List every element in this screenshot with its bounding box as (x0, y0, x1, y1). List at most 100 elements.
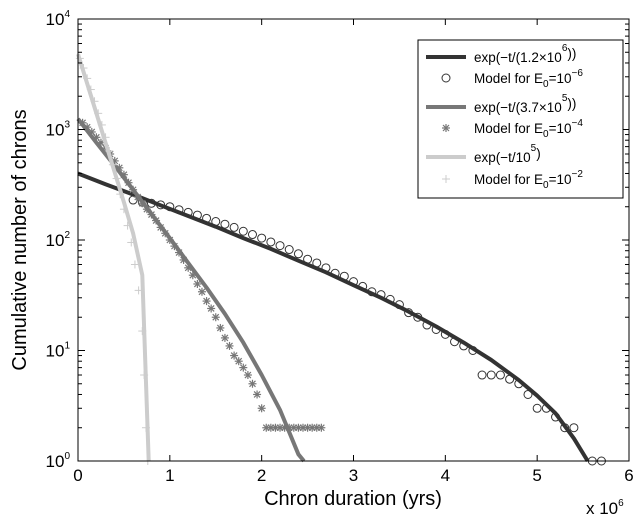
y-tick-base: 10 (46, 452, 65, 471)
legend-tail: =10 (549, 172, 572, 187)
circle-marker (431, 324, 441, 334)
legend-star-sample (442, 124, 450, 132)
star-marker (216, 323, 225, 332)
legend-tail: ) (536, 146, 541, 161)
series-points-1 (128, 195, 606, 466)
star-d2 (226, 342, 233, 350)
star-d2 (152, 217, 160, 224)
star-d2 (203, 297, 210, 305)
circle-marker (321, 263, 331, 273)
star-marker (207, 304, 216, 313)
star-marker (129, 185, 138, 194)
circle-marker (569, 423, 579, 433)
series-line-2 (76, 117, 306, 463)
series-line-4 (76, 53, 151, 462)
star-d2 (189, 271, 197, 279)
y-tick-base: 10 (46, 121, 65, 140)
y-tick-label: 104 (46, 9, 71, 29)
star-d2 (442, 124, 450, 132)
x-tick-label: 3 (349, 466, 358, 485)
star-d2 (134, 193, 142, 201)
star-d2 (129, 186, 137, 194)
star-d2 (125, 179, 132, 187)
circle-marker (422, 320, 432, 330)
plus-marker (112, 174, 121, 183)
star-marker (317, 423, 326, 432)
circle-marker (211, 217, 221, 227)
circle-marker (495, 370, 505, 380)
star-d2 (221, 334, 229, 342)
star-marker (170, 242, 179, 251)
y-tick-exponent: 2 (64, 230, 70, 241)
circle-marker (367, 287, 377, 297)
circle-marker (376, 290, 386, 300)
star-marker (202, 297, 211, 306)
circle-marker (349, 277, 358, 287)
plus-marker (86, 85, 95, 94)
circle-marker (440, 329, 450, 339)
star-d2 (175, 249, 183, 256)
circle-marker (220, 219, 230, 229)
circle-marker (183, 207, 193, 217)
star-d2 (79, 119, 87, 127)
legend-sub: 0 (543, 129, 549, 140)
circle-marker (450, 337, 460, 347)
star-marker (243, 371, 252, 380)
series-points-5 (75, 54, 152, 465)
y-tick-exponent: 1 (64, 341, 70, 352)
legend-tail: =10 (549, 71, 572, 86)
star-d2 (198, 288, 206, 296)
circle-marker (468, 346, 478, 355)
star-marker (156, 223, 165, 232)
star-d2 (235, 357, 243, 365)
star-d2 (148, 211, 155, 218)
plus-marker (140, 371, 149, 380)
star-marker (119, 170, 128, 179)
y-tick-base: 10 (46, 10, 65, 29)
plus-marker (138, 327, 147, 336)
x-multiplier-exponent: 6 (618, 498, 624, 509)
star-marker (133, 192, 142, 201)
star-marker (179, 255, 188, 264)
plus-marker (105, 146, 114, 155)
legend-sup: 5 (562, 93, 568, 104)
star-marker (257, 404, 266, 413)
star-marker (124, 178, 133, 187)
star-d2 (216, 324, 224, 332)
circle-marker (156, 200, 166, 210)
y-axis-title: Cumulative number of chrons (9, 109, 31, 370)
star-marker (225, 341, 234, 350)
plus-marker (108, 160, 117, 169)
legend-sup: 6 (562, 43, 568, 54)
star-d2 (258, 404, 266, 412)
star-d2 (212, 313, 220, 321)
legend-circle-sample (441, 73, 451, 83)
legend-text: exp(−t/10 (474, 150, 531, 165)
legend-box (417, 39, 624, 199)
star-d2 (92, 133, 100, 141)
star-d2 (184, 264, 192, 272)
plus-marker (97, 120, 106, 129)
plus-marker (127, 238, 136, 247)
circle-marker (523, 389, 533, 399)
x-multiplier: x 106 (586, 498, 624, 518)
circle-marker (247, 230, 257, 240)
circle-marker (404, 308, 414, 318)
y-tick-exponent: 0 (64, 451, 70, 462)
legend-entry: exp(−t/105) (474, 143, 541, 165)
star-marker (220, 333, 229, 342)
star-d2 (249, 380, 256, 388)
star-marker (138, 199, 147, 208)
star-marker (165, 236, 174, 244)
legend-text: exp(−t/(1.2×10 (474, 50, 562, 65)
circle-marker (303, 254, 313, 264)
x-axis-title: Chron duration (yrs) (264, 488, 442, 510)
y-tick-label: 102 (46, 230, 71, 250)
plus-marker (75, 54, 84, 63)
plus-marker (116, 190, 125, 199)
star-marker (161, 229, 170, 238)
star-marker (239, 363, 248, 372)
circle-marker (266, 237, 276, 247)
legend-sup: 5 (531, 143, 537, 154)
star-d2 (317, 424, 325, 432)
